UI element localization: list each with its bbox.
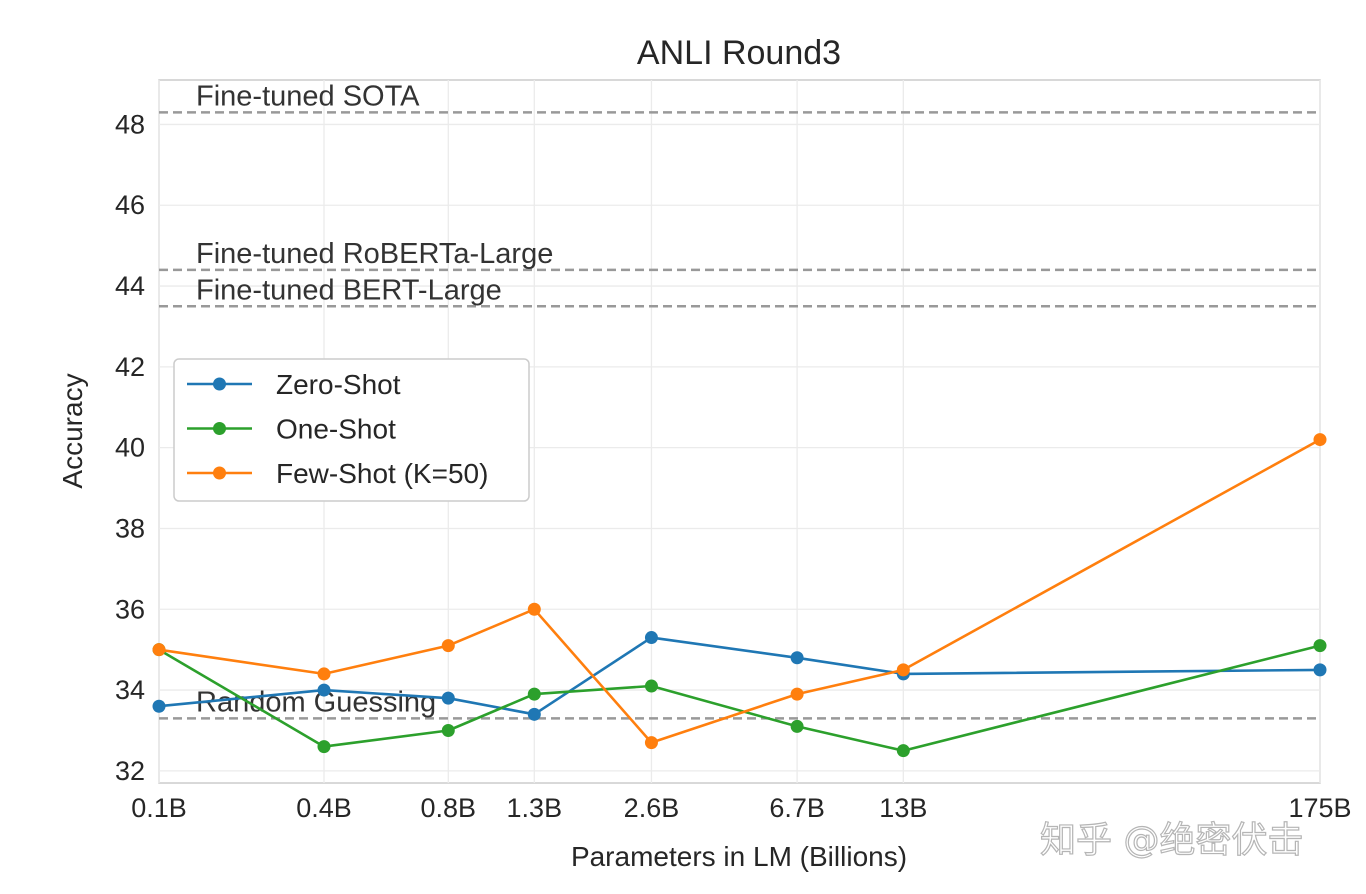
- data-point: [152, 699, 166, 713]
- data-point: [644, 631, 658, 645]
- legend-marker: [213, 466, 226, 480]
- y-tick-label: 48: [115, 109, 145, 139]
- data-point: [317, 740, 331, 754]
- y-tick-label: 42: [115, 352, 145, 382]
- data-point: [527, 687, 541, 701]
- data-point: [317, 683, 331, 697]
- legend-box: [173, 358, 530, 502]
- y-axis-ticks: 32 34 36 38 40 42 44 46 48: [115, 109, 145, 785]
- x-tick-label: 1.3B: [507, 793, 563, 823]
- y-tick-label: 36: [115, 594, 145, 624]
- data-point: [1313, 433, 1327, 447]
- y-tick-label: 34: [115, 675, 145, 705]
- watermark: 知乎 @绝密伏击: [1040, 820, 1303, 861]
- x-tick-label: 175B: [1288, 793, 1351, 823]
- legend-marker: [213, 377, 226, 391]
- legend-label: Zero-Shot: [276, 369, 401, 400]
- x-tick-label: 6.7B: [769, 793, 825, 823]
- x-tick-label: 2.6B: [624, 793, 680, 823]
- data-point: [644, 679, 658, 693]
- data-point: [317, 667, 331, 681]
- data-point: [1313, 639, 1327, 653]
- y-tick-label: 46: [115, 190, 145, 220]
- legend-marker: [213, 422, 226, 435]
- legend-label: Few-Shot (K=50): [276, 458, 488, 489]
- reference-lines: Fine-tuned SOTA Fine-tuned RoBERTa-Large F…: [159, 80, 1320, 720]
- series-few-shot-k-50: [152, 433, 1327, 750]
- x-tick-label: 13B: [879, 793, 927, 823]
- y-tick-label: 38: [115, 513, 145, 543]
- chart-title: ANLI Round3: [637, 34, 841, 72]
- x-axis-ticks: 0.1B 0.4B 0.8B 1.3B 2.6B 6.7B 13B 175B: [131, 793, 1351, 823]
- data-point: [644, 736, 658, 750]
- reference-line-label: Fine-tuned RoBERTa-Large: [196, 238, 553, 270]
- x-axis-label: Parameters in LM (Billions): [571, 841, 907, 872]
- data-point: [790, 651, 804, 665]
- data-point: [896, 663, 910, 677]
- y-tick-label: 32: [115, 756, 145, 786]
- series-one-shot: [152, 639, 1327, 758]
- y-tick-label: 44: [115, 271, 145, 301]
- y-tick-label: 40: [115, 433, 145, 463]
- data-point: [790, 687, 804, 701]
- reference-line-label: Fine-tuned BERT-Large: [196, 274, 502, 306]
- x-tick-label: 0.1B: [131, 793, 187, 823]
- data-point: [1313, 663, 1327, 677]
- data-point: [527, 707, 541, 721]
- series-lines: [152, 433, 1327, 758]
- data-point: [152, 643, 166, 657]
- data-point: [441, 691, 455, 705]
- data-point: [896, 744, 910, 758]
- data-point: [790, 719, 804, 733]
- y-axis-label: Accuracy: [57, 373, 88, 488]
- reference-line-label: Fine-tuned SOTA: [196, 80, 420, 112]
- data-point: [441, 639, 455, 653]
- series-line: [158, 644, 1321, 753]
- series-line: [158, 438, 1321, 744]
- grid: [158, 80, 1321, 783]
- data-point: [441, 723, 455, 737]
- data-point: [527, 602, 541, 616]
- x-tick-label: 0.4B: [296, 793, 352, 823]
- x-tick-label: 0.8B: [421, 793, 477, 823]
- legend: Zero-Shot One-Shot Few-Shot (K=50): [173, 358, 530, 502]
- legend-label: One-Shot: [276, 414, 396, 445]
